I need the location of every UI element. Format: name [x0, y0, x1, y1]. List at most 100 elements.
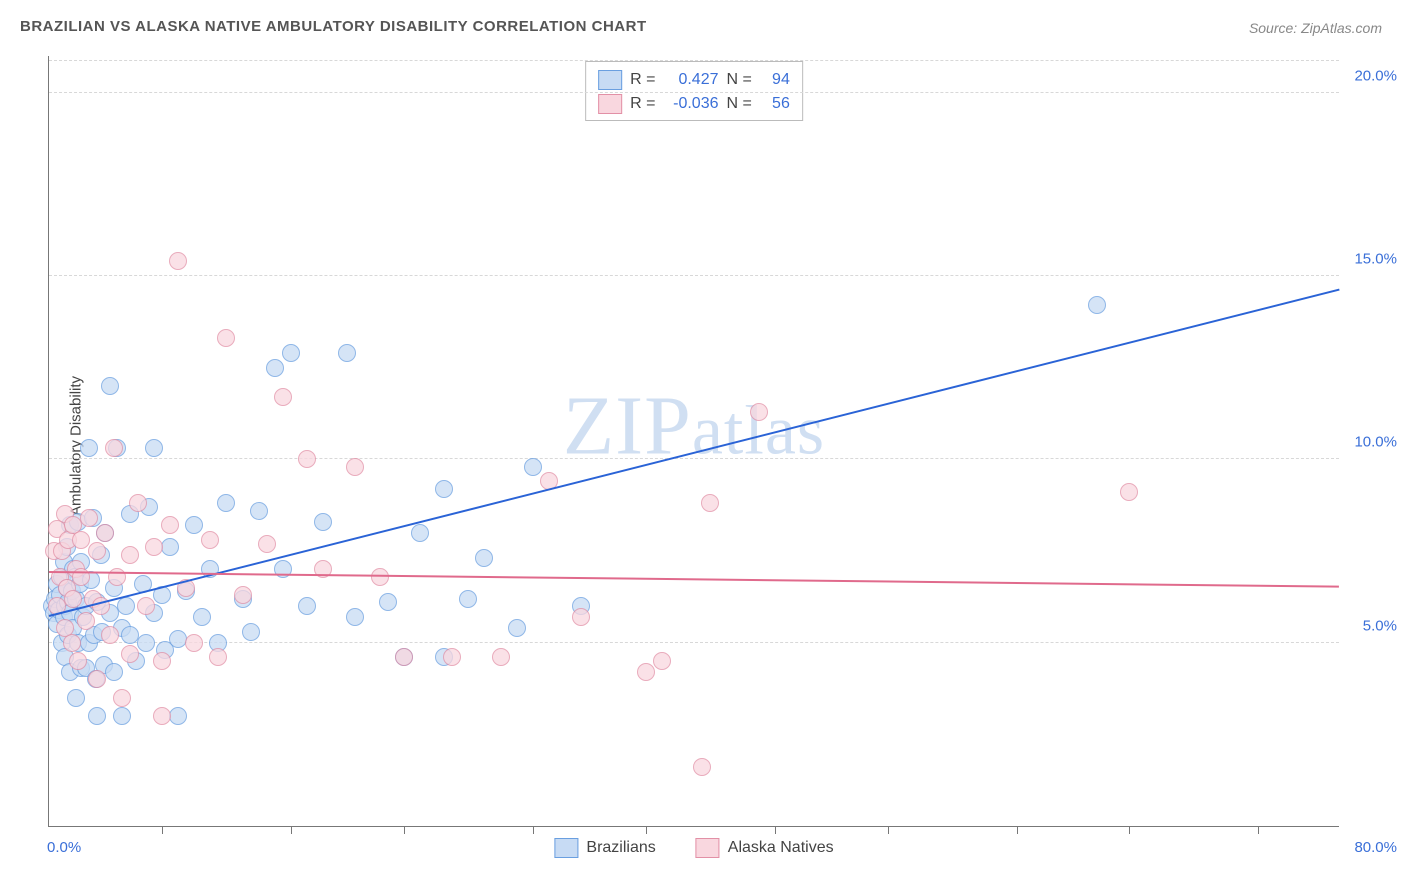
- n-label: N =: [727, 68, 752, 92]
- data-point: [395, 648, 413, 666]
- data-point: [145, 439, 163, 457]
- data-point: [217, 329, 235, 347]
- data-point: [1120, 483, 1138, 501]
- n-value-pink: 56: [760, 92, 790, 116]
- r-label: R =: [630, 68, 655, 92]
- swatch-blue: [598, 70, 622, 90]
- data-point: [201, 531, 219, 549]
- trend-line: [49, 289, 1339, 617]
- data-point: [508, 619, 526, 637]
- data-point: [435, 480, 453, 498]
- x-tick: [1017, 826, 1018, 834]
- gridline: [49, 642, 1339, 643]
- x-tick: [1258, 826, 1259, 834]
- chart-title: BRAZILIAN VS ALASKA NATIVE AMBULATORY DI…: [20, 18, 647, 35]
- data-point: [63, 634, 81, 652]
- x-max-label: 80.0%: [1345, 839, 1397, 856]
- data-point: [379, 593, 397, 611]
- data-point: [88, 707, 106, 725]
- data-point: [96, 524, 114, 542]
- x-tick: [775, 826, 776, 834]
- data-point: [492, 648, 510, 666]
- x-tick: [291, 826, 292, 834]
- legend-label-alaska: Alaska Natives: [728, 839, 834, 857]
- data-point: [653, 652, 671, 670]
- data-point: [346, 608, 364, 626]
- r-value-pink: -0.036: [664, 92, 719, 116]
- data-point: [161, 538, 179, 556]
- r-value-blue: 0.427: [664, 68, 719, 92]
- data-point: [137, 634, 155, 652]
- data-point: [701, 494, 719, 512]
- data-point: [193, 608, 211, 626]
- data-point: [266, 359, 284, 377]
- data-point: [234, 586, 252, 604]
- gridline: [49, 458, 1339, 459]
- data-point: [153, 652, 171, 670]
- data-point: [121, 546, 139, 564]
- legend-label-brazilians: Brazilians: [586, 839, 655, 857]
- data-point: [338, 344, 356, 362]
- data-point: [77, 612, 95, 630]
- data-point: [185, 516, 203, 534]
- data-point: [153, 707, 171, 725]
- n-label-2: N =: [727, 92, 752, 116]
- x-tick: [533, 826, 534, 834]
- data-point: [258, 535, 276, 553]
- data-point: [137, 597, 155, 615]
- scatter-plot: ZIPatlas R = 0.427 N = 94 R = -0.036 N =…: [48, 56, 1339, 827]
- legend-row-pink: R = -0.036 N = 56: [598, 92, 790, 116]
- x-tick: [646, 826, 647, 834]
- data-point: [524, 458, 542, 476]
- data-point: [101, 626, 119, 644]
- source-attribution: Source: ZipAtlas.com: [1249, 20, 1382, 36]
- swatch-pink-2: [696, 838, 720, 858]
- data-point: [64, 590, 82, 608]
- r-label-2: R =: [630, 92, 655, 116]
- x-tick: [1129, 826, 1130, 834]
- data-point: [209, 648, 227, 666]
- x-tick: [404, 826, 405, 834]
- data-point: [101, 377, 119, 395]
- data-point: [69, 652, 87, 670]
- y-tick-label: 10.0%: [1345, 434, 1397, 451]
- data-point: [88, 670, 106, 688]
- n-value-blue: 94: [760, 68, 790, 92]
- data-point: [250, 502, 268, 520]
- data-point: [80, 509, 98, 527]
- data-point: [121, 645, 139, 663]
- data-point: [242, 623, 260, 641]
- source-name: ZipAtlas.com: [1301, 20, 1382, 36]
- watermark: ZIPatlas: [563, 377, 825, 474]
- data-point: [105, 663, 123, 681]
- y-tick-label: 20.0%: [1345, 67, 1397, 84]
- data-point: [72, 531, 90, 549]
- gridline: [49, 275, 1339, 276]
- data-point: [1088, 296, 1106, 314]
- data-point: [298, 597, 316, 615]
- data-point: [169, 630, 187, 648]
- data-point: [67, 689, 85, 707]
- data-point: [88, 542, 106, 560]
- data-point: [129, 494, 147, 512]
- data-point: [185, 634, 203, 652]
- data-point: [475, 549, 493, 567]
- gridline: [49, 60, 1339, 61]
- gridline: [49, 92, 1339, 93]
- x-min-label: 0.0%: [47, 839, 81, 856]
- y-tick-label: 5.0%: [1345, 617, 1397, 634]
- series-legend: Brazilians Alaska Natives: [554, 838, 833, 858]
- swatch-blue-2: [554, 838, 578, 858]
- data-point: [169, 707, 187, 725]
- data-point: [274, 388, 292, 406]
- data-point: [161, 516, 179, 534]
- data-point: [217, 494, 235, 512]
- legend-item-alaska: Alaska Natives: [696, 838, 834, 858]
- data-point: [117, 597, 135, 615]
- data-point: [637, 663, 655, 681]
- y-tick-label: 15.0%: [1345, 251, 1397, 268]
- data-point: [80, 439, 98, 457]
- data-point: [282, 344, 300, 362]
- data-point: [411, 524, 429, 542]
- data-point: [145, 538, 163, 556]
